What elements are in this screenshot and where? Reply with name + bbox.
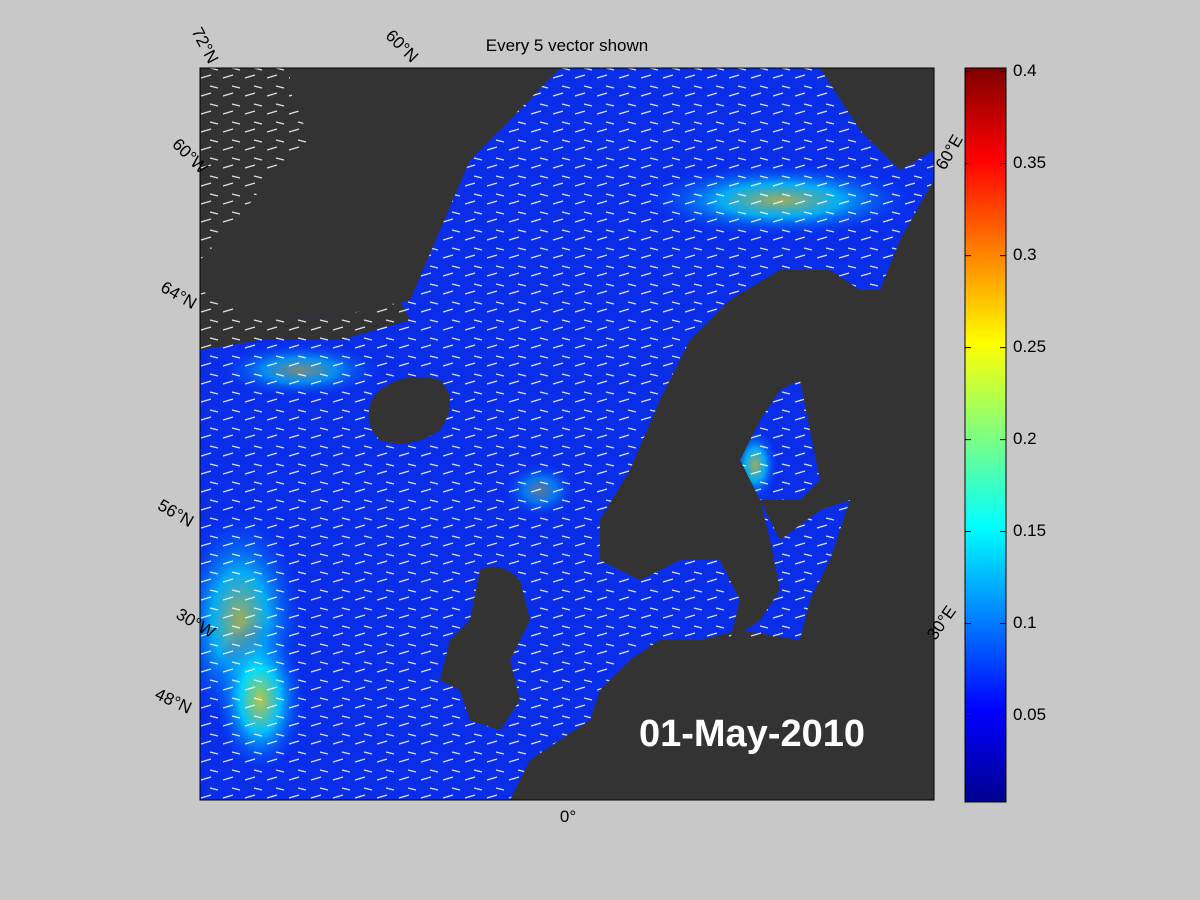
graticule-label: 60°N (382, 26, 422, 66)
colorbar-ticks: 0.05 0.1 0.15 0.2 0.25 0.3 0.35 0.4 (965, 61, 1046, 724)
land-mask (440, 566, 530, 730)
colorbar-tick-label: 0.15 (1013, 521, 1046, 540)
graticule-label: 64°N (158, 278, 200, 313)
colorbar-tick-label: 0.1 (1013, 613, 1037, 632)
land-mask (600, 180, 934, 640)
date-label: 01-May-2010 (639, 713, 865, 755)
colorbar-tick-label: 0.35 (1013, 153, 1046, 172)
map: 01-May-2010 (200, 68, 934, 800)
land-mask (200, 68, 560, 320)
colorbar-tick-label: 0.3 (1013, 245, 1037, 264)
colorbar-tick-label: 0.25 (1013, 337, 1046, 356)
graticule-label: 0° (560, 807, 576, 826)
map-frame (199, 67, 935, 801)
graticule-label: 60°E (932, 131, 967, 173)
land-mask (510, 640, 934, 800)
colorbar-tick-label: 0.2 (1013, 429, 1037, 448)
graticule-label: 72°N (188, 24, 223, 66)
graticule-label: 48°N (152, 684, 194, 717)
land-mask (820, 68, 934, 170)
colorbar (964, 67, 1007, 803)
map-title: Every 5 vector shown (486, 36, 649, 55)
land-mask (368, 377, 450, 444)
colorbar-tick-label: 0.4 (1013, 61, 1037, 80)
graticule-label: 56°N (155, 496, 197, 531)
colorbar-tick-label: 0.05 (1013, 705, 1046, 724)
